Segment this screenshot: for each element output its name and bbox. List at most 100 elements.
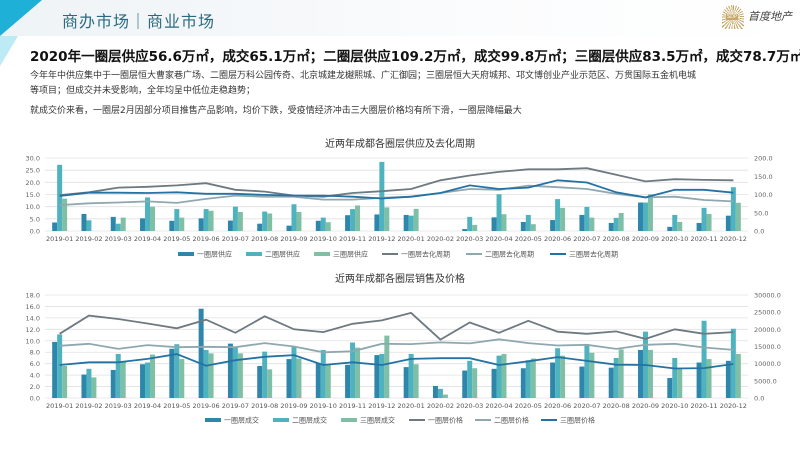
bar-1 [550, 362, 556, 398]
y-tick-label: 4.0 [30, 372, 40, 380]
legend-label: 二圈层成交 [292, 416, 327, 425]
bar-3 [472, 368, 478, 398]
sales-price-chart: 近两年成都各圈层销售及价格 0.0 2.0 4.0 6.0 8.0 10.0 12.0 14.0… [26, 272, 781, 425]
legend-label: 三圈层价格 [560, 416, 595, 425]
bar-1 [140, 218, 146, 231]
paragraph-2: 等项目；但成交并未受影响，全年均呈中低位走稳趋势； [30, 86, 256, 96]
bar-1 [638, 349, 643, 398]
bar-3 [208, 210, 214, 231]
bar-3 [120, 217, 126, 231]
bar-2 [350, 209, 356, 231]
bar-2 [525, 360, 531, 398]
y2-tick-label: 20000.0 [754, 326, 781, 334]
x-tick-label: 2019-10 [310, 402, 337, 410]
bar-1 [667, 226, 673, 231]
y2-tick-label: 25000.0 [754, 309, 781, 317]
x-tick-label: 2019-09 [280, 402, 307, 410]
bar-2 [467, 360, 473, 398]
bar-1 [315, 363, 321, 398]
bar-3 [472, 224, 478, 231]
x-tick-label: 2020-06 [544, 235, 571, 243]
bar-1 [608, 222, 614, 231]
x-tick-label: 2019-06 [193, 235, 220, 243]
line-series-2 [59, 338, 734, 354]
bar-2 [320, 349, 326, 398]
bar-2 [174, 209, 180, 231]
x-tick-label: 2020-05 [515, 235, 542, 243]
bar-2 [291, 204, 297, 231]
bar-2 [320, 217, 326, 231]
bar-2 [642, 202, 648, 231]
bar-1 [110, 216, 116, 231]
bar-1 [725, 360, 731, 398]
bar-1 [169, 220, 175, 231]
bar-1 [696, 222, 702, 231]
bar-2 [437, 388, 443, 398]
legend-label: 二圈层供应 [265, 250, 300, 259]
y2-tick-label: 5000.0 [754, 377, 777, 385]
legend-label: 一圈层成交 [224, 416, 259, 425]
legend-label: 三圈层去化周期 [569, 250, 618, 259]
bar-2 [86, 368, 92, 398]
bar-3 [677, 221, 683, 231]
y-tick-label: 12.0 [26, 326, 40, 334]
y2-tick-label: 30000.0 [754, 292, 781, 300]
bar-1 [345, 215, 351, 231]
x-tick-label: 2020-11 [690, 402, 717, 410]
bar-3 [442, 394, 448, 398]
bar-1 [286, 359, 292, 398]
bar-1 [81, 213, 87, 231]
logo-mark-text: SDP [726, 14, 739, 20]
x-tick-label: 2019-09 [280, 235, 307, 243]
bar-3 [150, 354, 155, 398]
bar-2 [379, 161, 385, 231]
line-series-1 [59, 311, 734, 341]
y-tick-label: 0.0 [30, 228, 40, 236]
bar-1 [257, 223, 263, 231]
x-tick-label: 2019-03 [105, 402, 132, 410]
bar-2 [555, 199, 561, 231]
x-tick-label: 2019-01 [46, 235, 73, 243]
y-tick-label: 30.0 [26, 155, 40, 163]
x-tick-label: 2020-02 [427, 402, 454, 410]
bar-2 [613, 357, 619, 398]
bar-3 [237, 212, 243, 231]
bar-2 [262, 211, 268, 231]
bar-1 [725, 215, 731, 231]
y2-tick-label: 10000.0 [754, 360, 781, 368]
bar-1 [52, 341, 58, 398]
bar-1 [81, 374, 87, 398]
bar-2 [672, 214, 678, 231]
bar-2 [408, 215, 414, 231]
bar-2 [262, 351, 268, 398]
bar-1 [169, 348, 175, 398]
bar-3 [120, 361, 126, 398]
x-tick-label: 2020-04 [485, 235, 512, 243]
x-tick-label: 2020-07 [573, 235, 600, 243]
x-tick-label: 2019-04 [134, 402, 161, 410]
bar-2 [86, 220, 92, 231]
bar-1 [198, 308, 204, 398]
bar-1 [286, 225, 292, 231]
bar-2 [57, 164, 63, 231]
bar-1 [491, 368, 497, 398]
bar-1 [638, 202, 643, 231]
chart-title: 近两年成都各圈层销售及价格 [335, 272, 465, 285]
x-tick-label: 2020-12 [720, 235, 747, 243]
y-tick-label: 2.0 [30, 383, 40, 391]
bar-2 [232, 206, 238, 231]
bar-3 [267, 369, 273, 398]
bar-1 [110, 369, 116, 398]
bar-3 [325, 222, 331, 231]
bar-3 [677, 368, 683, 398]
y-tick-label: 10.0 [26, 337, 40, 345]
x-tick-label: 2020-09 [632, 235, 659, 243]
bar-3 [501, 353, 507, 398]
side-decoration [0, 36, 18, 66]
line-series-3 [59, 353, 734, 370]
legend-label: 三圈层成交 [360, 416, 395, 425]
bar-1 [315, 220, 321, 231]
slide-header: 商办市场｜商业市场 SDP 首度地产 [0, 0, 800, 36]
x-tick-label: 2020-01 [398, 235, 425, 243]
x-tick-label: 2019-06 [193, 402, 220, 410]
